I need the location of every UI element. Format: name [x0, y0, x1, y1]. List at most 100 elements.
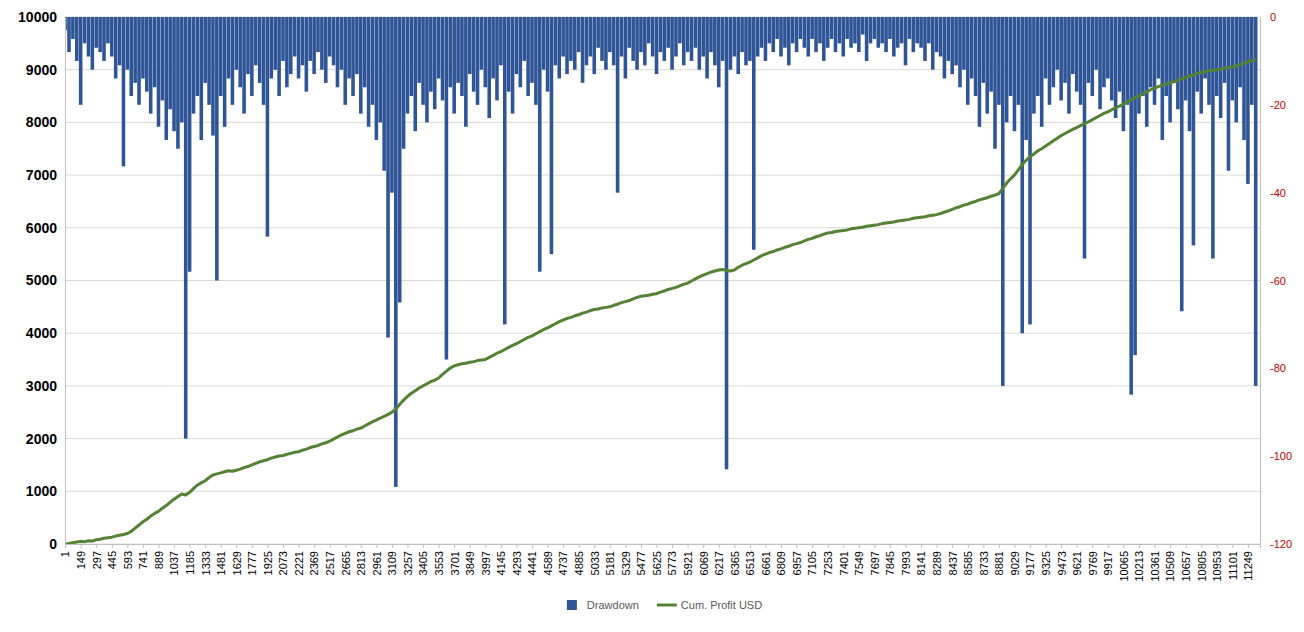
bar [662, 17, 666, 61]
grid-line [65, 175, 1260, 176]
tick-label: 2961 [371, 551, 383, 575]
tick: 4885 [573, 544, 585, 575]
bar [1172, 17, 1176, 83]
tick: 9621 [1071, 544, 1083, 575]
bar [324, 17, 328, 83]
bar [935, 17, 939, 52]
bar [947, 17, 951, 61]
tick-label: 0 [1270, 11, 1276, 23]
bar [231, 17, 235, 105]
tick-mark [96, 544, 97, 548]
bar [1180, 17, 1184, 311]
bar [1052, 17, 1056, 87]
bar [316, 17, 320, 52]
bar [386, 17, 390, 338]
tick-label: -40 [1270, 187, 1286, 199]
bar [1196, 17, 1200, 92]
bar [429, 17, 433, 92]
tick-label: 9325 [1040, 551, 1052, 575]
tick: 3000 [26, 378, 65, 394]
tick-label: 2665 [340, 551, 352, 575]
tick-label: 2813 [355, 551, 367, 575]
legend-label: Cum. Profit USD [681, 599, 762, 611]
bar [600, 17, 604, 61]
bar [503, 17, 507, 324]
grid-line [65, 385, 1260, 386]
bar [783, 17, 787, 48]
bar [620, 17, 624, 57]
tick-mark [190, 544, 191, 548]
tick-label: -80 [1270, 362, 1286, 374]
tick-label: -20 [1270, 99, 1286, 111]
bar [670, 17, 674, 70]
bar [1207, 17, 1211, 105]
bar [740, 17, 744, 52]
tick-mark [1030, 544, 1031, 548]
bar [452, 17, 456, 114]
bar [635, 17, 639, 70]
tick: 7549 [853, 544, 865, 575]
bar [1044, 17, 1048, 78]
bar [666, 17, 670, 48]
tick: 1037 [168, 544, 180, 575]
tick: 8733 [978, 544, 990, 575]
bar [822, 17, 826, 61]
bar [713, 17, 717, 65]
tick-label: 4293 [511, 551, 523, 575]
tick-mark [1155, 544, 1156, 548]
bar [180, 17, 184, 122]
bar [164, 17, 168, 140]
bar [577, 17, 581, 52]
bar [250, 17, 254, 96]
tick-mark [812, 544, 813, 548]
tick: -80 [1260, 362, 1286, 374]
tick: 3405 [417, 544, 429, 575]
tick-mark [734, 544, 735, 548]
bar [1238, 17, 1242, 87]
bar [1083, 17, 1087, 259]
bar [472, 17, 476, 92]
bar [188, 17, 192, 272]
tick-mark [579, 544, 580, 548]
bar [585, 17, 589, 65]
tick: 10000 [18, 9, 65, 25]
tick-mark [1108, 544, 1109, 548]
tick-mark [1139, 544, 1140, 548]
tick-label: 4441 [526, 551, 538, 575]
bar [927, 17, 931, 43]
bar [550, 17, 554, 254]
bar [507, 17, 511, 92]
tick: -100 [1260, 450, 1292, 462]
tick-mark [1217, 544, 1218, 548]
bar [145, 17, 149, 92]
bar [421, 17, 425, 105]
bar [857, 17, 861, 52]
bar [172, 17, 176, 131]
tick-mark [843, 544, 844, 548]
tick-label: -100 [1270, 450, 1292, 462]
bar [347, 17, 351, 78]
tick-mark [625, 544, 626, 548]
bar [1122, 17, 1126, 131]
bar [460, 17, 464, 96]
bar [1199, 17, 1203, 114]
tick-mark [439, 544, 440, 548]
bar [456, 17, 460, 83]
tick-label: 1629 [231, 551, 243, 575]
bar [1188, 17, 1192, 131]
tick-label: 2221 [293, 551, 305, 575]
bar [1013, 17, 1017, 131]
bar [293, 17, 297, 57]
tick: 1185 [184, 544, 196, 575]
tick-label: 6365 [729, 551, 741, 575]
tick: 8437 [947, 544, 959, 575]
tick-label: 3553 [433, 551, 445, 575]
tick-label: 10953 [1211, 551, 1223, 582]
bar [336, 17, 340, 87]
tick-label: 6957 [791, 551, 803, 575]
tick-label: 10065 [1118, 551, 1130, 582]
tick-mark [859, 544, 860, 548]
tick-label: -60 [1270, 275, 1286, 287]
bar [631, 17, 635, 61]
bar [810, 17, 814, 39]
